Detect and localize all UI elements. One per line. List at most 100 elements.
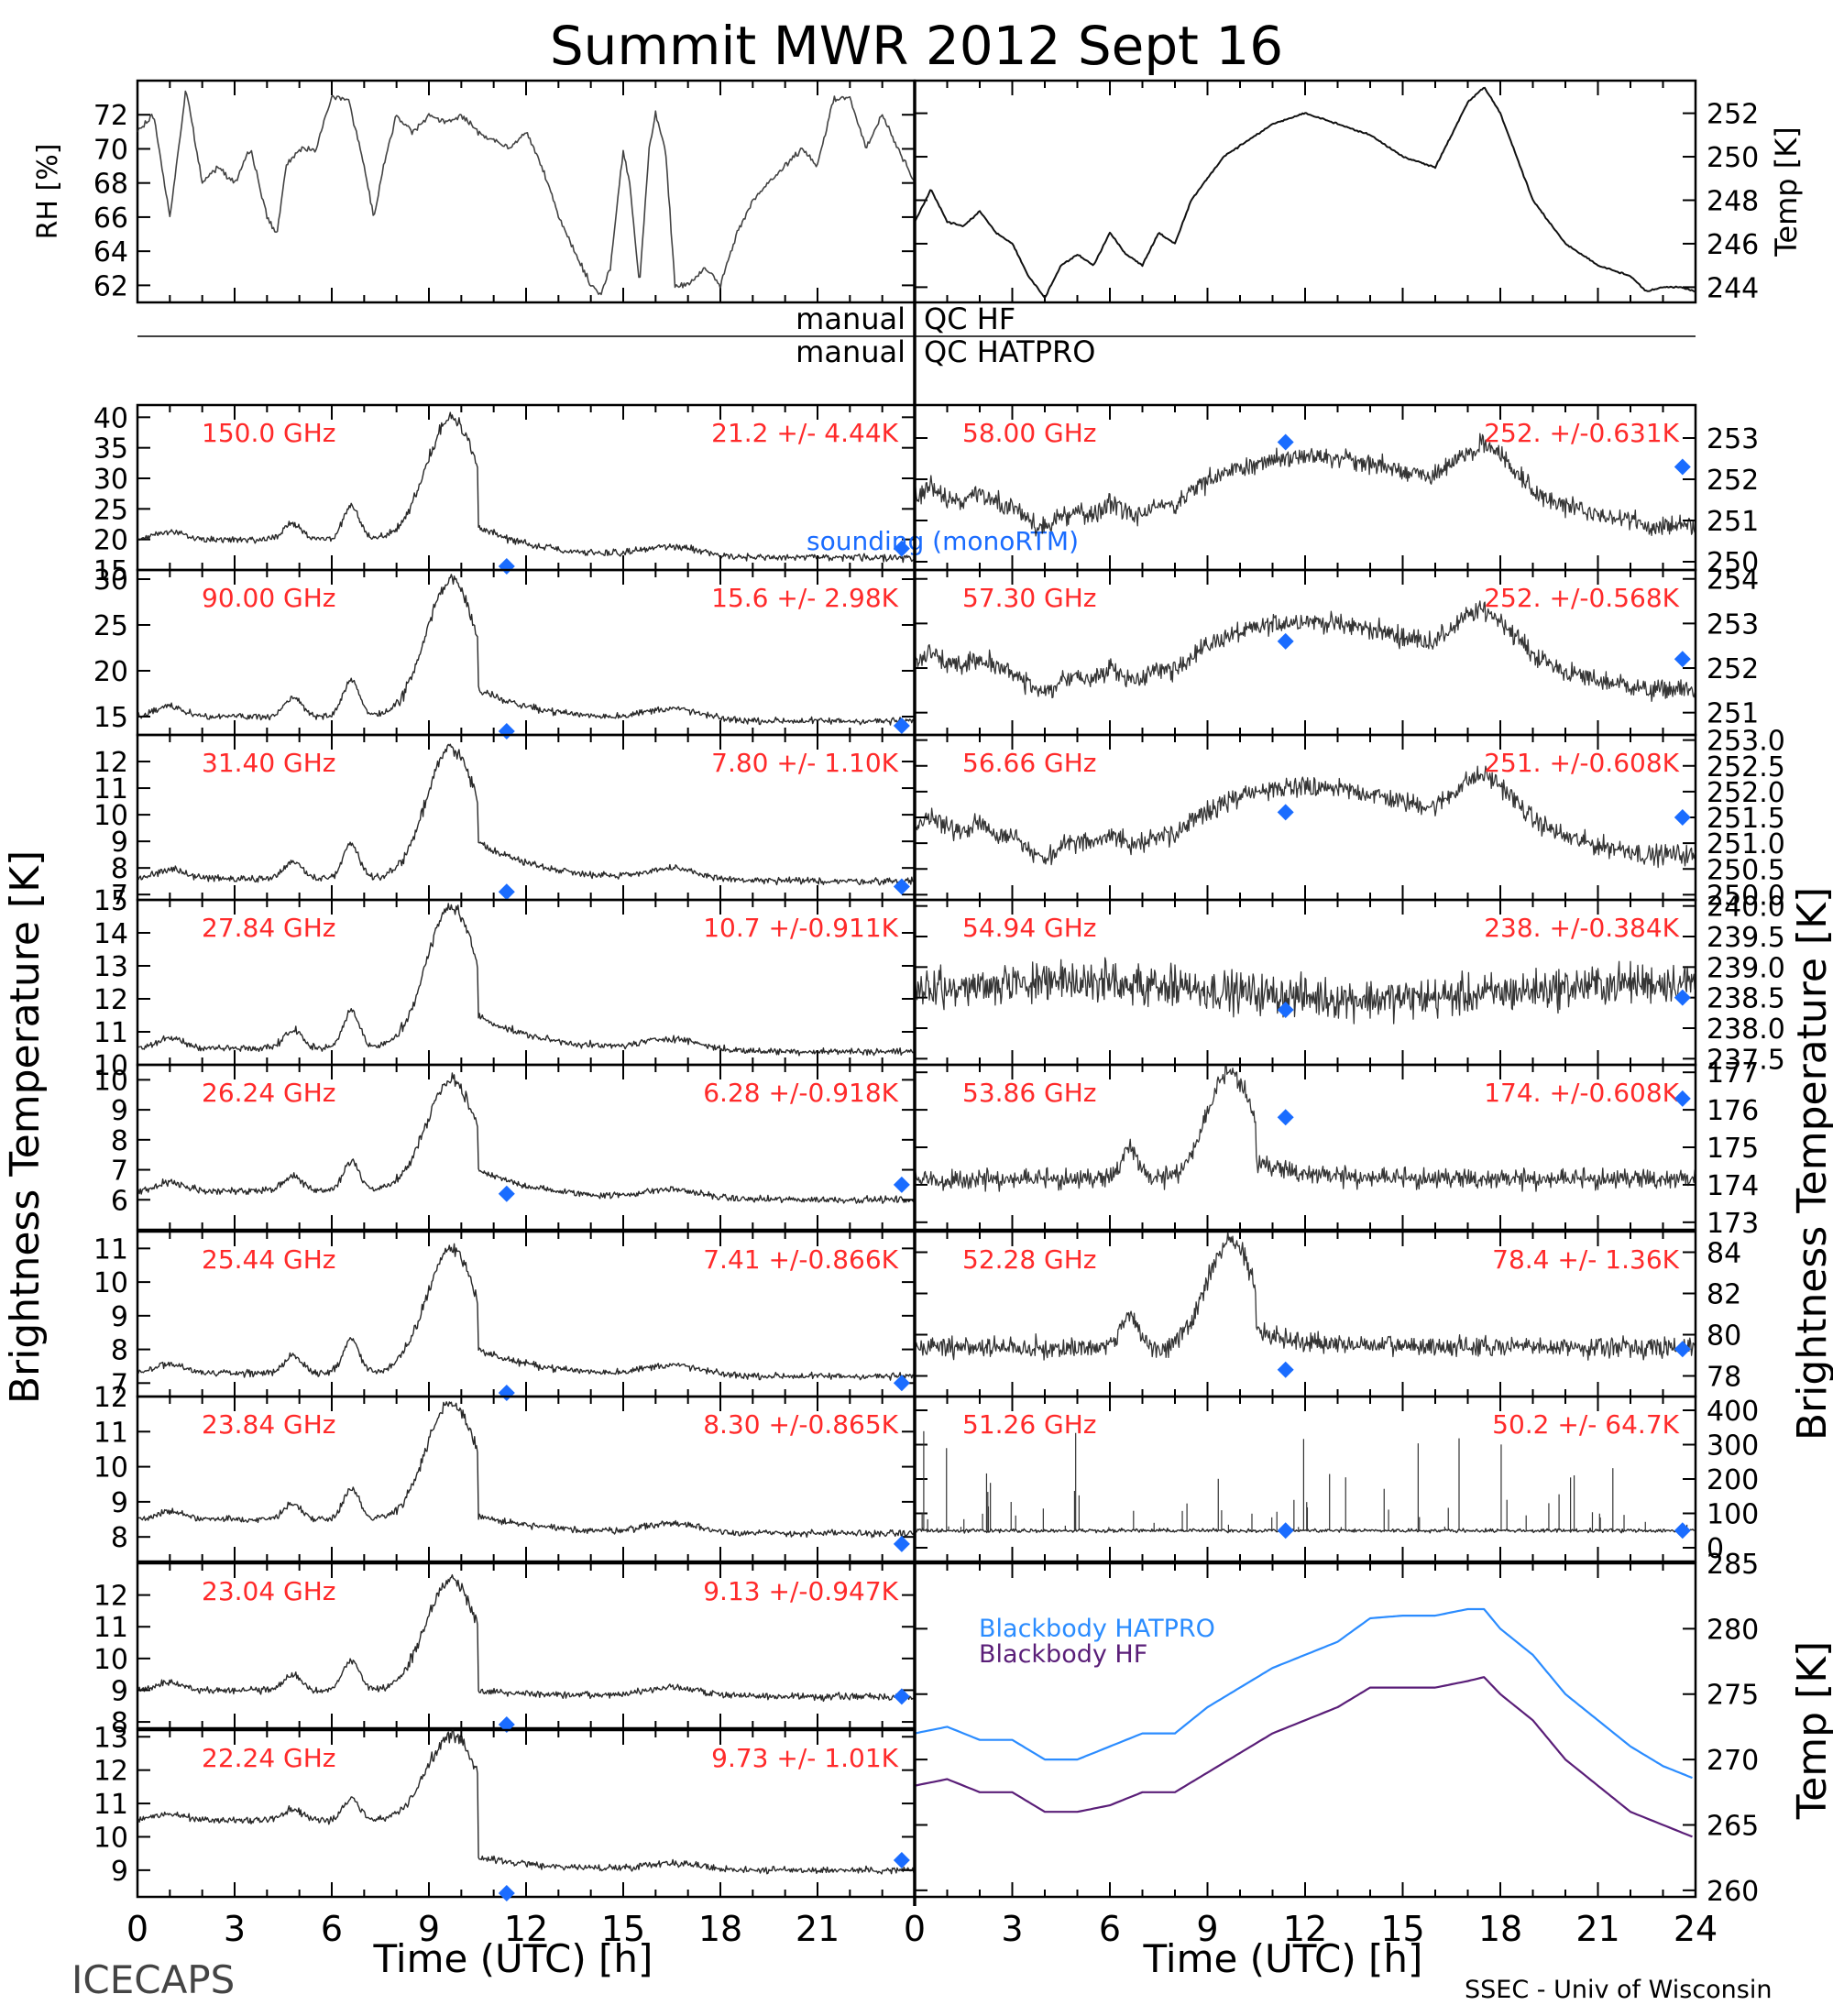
right-x-tick-6: 6: [1099, 1909, 1121, 1949]
qc-label-right1: QC HF: [924, 301, 1015, 336]
right-x-tick-15: 15: [1380, 1909, 1424, 1949]
ch3140-sounding-marker-1: [498, 883, 515, 901]
bb-y-axis-label: Temp [K]: [1789, 1641, 1833, 1820]
ch90-series-line: [137, 574, 915, 726]
ch2544-sounding-marker-1: [498, 1385, 515, 1401]
ch150-ytick-4: 35: [93, 433, 128, 466]
ch2384-ytick-1: 9: [111, 1487, 128, 1519]
ch5386-series-line: [914, 1064, 1696, 1192]
ch2784-stat-label: 10.7 +/-0.911K: [703, 913, 898, 943]
ch5126-ytick-0: 0: [1707, 1533, 1724, 1565]
ch150-stat-label: 21.2 +/- 4.44K: [711, 418, 898, 448]
left-x-tick-6: 6: [321, 1909, 343, 1949]
rh-y-axis-label: RH [%]: [32, 144, 64, 240]
rh-panel-frame: [136, 79, 916, 304]
ch90-ytick-3: 30: [93, 564, 128, 597]
ch5800-series-line: [914, 433, 1696, 537]
ch5730-ytick-3: 254: [1707, 564, 1759, 597]
left-x-tick-12: 12: [504, 1909, 548, 1949]
ch5666-stat-label: 251. +/-0.608K: [1484, 748, 1679, 778]
ch2624-freq-label: 26.24 GHz: [202, 1078, 336, 1108]
ch2784-ytick-5: 15: [93, 885, 128, 917]
qc-label-right2: QC HATPRO: [924, 334, 1095, 369]
bb-panel: 260 265 270 275 280 285 Blackbody HATPROBlackb…: [913, 1549, 1833, 1908]
ch2304-ytick-0: 8: [111, 1707, 128, 1739]
temp-y-axis-label: Temp [K]: [1769, 126, 1804, 257]
ch5126-sounding-marker-1: [1277, 1522, 1294, 1539]
bb-ytick-2: 270: [1707, 1745, 1759, 1777]
ch5126-ytick-4: 400: [1707, 1396, 1759, 1428]
temp-ytick-4: 252: [1707, 99, 1759, 131]
ch2304-ytick-4: 12: [93, 1581, 128, 1613]
ch3140-ytick-3: 10: [93, 800, 128, 832]
ch2384-stat-label: 8.30 +/-0.865K: [703, 1409, 898, 1440]
ch5666-ytick-6: 253.0: [1707, 726, 1785, 758]
ch5386-ytick-3: 176: [1707, 1095, 1759, 1127]
ch5126-series-line: [914, 1528, 1696, 1534]
ch5494-ytick-3: 239.0: [1707, 952, 1785, 984]
bb-ytick-0: 260: [1707, 1876, 1759, 1908]
ch2384-series-line: [137, 1401, 915, 1539]
ch5730-stat-label: 252. +/-0.568K: [1484, 583, 1679, 613]
ch5386-ytick-0: 173: [1707, 1208, 1759, 1240]
ch2544-series-line: [137, 1243, 915, 1381]
left-x-tick-0: 0: [126, 1909, 148, 1949]
ch2224-freq-label: 22.24 GHz: [202, 1743, 336, 1773]
ch5386-stat-label: 174. +/-0.608K: [1484, 1078, 1679, 1108]
ch5800-ytick-0: 250: [1707, 547, 1759, 579]
bb-hatpro-legend: Blackbody HATPRO: [979, 1615, 1215, 1643]
ch2544-ytick-4: 11: [93, 1233, 128, 1265]
ch5494-sounding-marker-2: [1674, 989, 1691, 1006]
ch5228-series-line: [914, 1231, 1696, 1361]
ch5800-stat-label: 252. +/-0.631K: [1484, 418, 1679, 448]
ch5126-ytick-3: 300: [1707, 1430, 1759, 1463]
ch2224-sounding-marker-2: [893, 1851, 910, 1868]
temp-ytick-1: 246: [1707, 229, 1759, 261]
ch5666-ytick-0: 250.0: [1707, 880, 1785, 912]
ch2304-sounding-marker-1: [498, 1716, 515, 1733]
ch2304-sounding-marker-2: [893, 1688, 910, 1705]
ch2784-ytick-2: 12: [93, 984, 128, 1016]
ch2304-freq-label: 23.04 GHz: [202, 1576, 336, 1606]
ch2624-series-line: [137, 1072, 915, 1204]
ch150-ytick-5: 40: [93, 402, 128, 434]
ch2544-sounding-marker-2: [893, 1375, 910, 1392]
footer-icecaps: ICECAPS: [71, 1957, 235, 2002]
rh-ytick-0: 62: [93, 270, 128, 302]
ch5730-sounding-marker-2: [1674, 651, 1691, 668]
ch5126-ytick-2: 200: [1707, 1464, 1759, 1496]
right-x-tick-9: 9: [1196, 1909, 1218, 1949]
ch5730-ytick-2: 253: [1707, 608, 1759, 641]
left-x-axis-label: Time (UTC) [h]: [373, 1936, 653, 1981]
right-x-tick-21: 21: [1575, 1909, 1619, 1949]
ch2624-ytick-0: 6: [111, 1185, 128, 1217]
ch5386-ytick-4: 177: [1707, 1057, 1759, 1090]
temp-panel: 244 246 248 250 252 Temp [K]: [913, 79, 1804, 304]
ch2224-ytick-0: 9: [111, 1856, 128, 1888]
ch5800-ytick-1: 251: [1707, 506, 1759, 538]
ch5228-sounding-marker-2: [1674, 1341, 1691, 1358]
ch5666-ytick-1: 250.5: [1707, 854, 1785, 886]
chart-title: Summit MWR 2012 Sept 16: [550, 15, 1283, 77]
ch2224-ytick-3: 12: [93, 1756, 128, 1788]
ch5386-ytick-1: 174: [1707, 1170, 1759, 1202]
ch2224-sounding-marker-1: [498, 1885, 515, 1901]
ch2784-ytick-1: 11: [93, 1017, 128, 1049]
ch2544-ytick-1: 8: [111, 1335, 128, 1367]
right-x-tick-24: 24: [1674, 1909, 1718, 1949]
ch3140-ytick-4: 11: [93, 773, 128, 805]
bb-ytick-3: 275: [1707, 1680, 1759, 1712]
ch2624-ytick-2: 8: [111, 1125, 128, 1157]
right-y-axis-label: Brightness Temperature [K]: [1789, 887, 1833, 1441]
ch150-sounding-legend: sounding (monoRTM): [807, 526, 1079, 556]
ch2544-ytick-2: 9: [111, 1301, 128, 1333]
ch5800-ytick-2: 252: [1707, 465, 1759, 497]
ch150-ytick-3: 30: [93, 464, 128, 496]
ch3140-ytick-0: 7: [111, 880, 128, 912]
